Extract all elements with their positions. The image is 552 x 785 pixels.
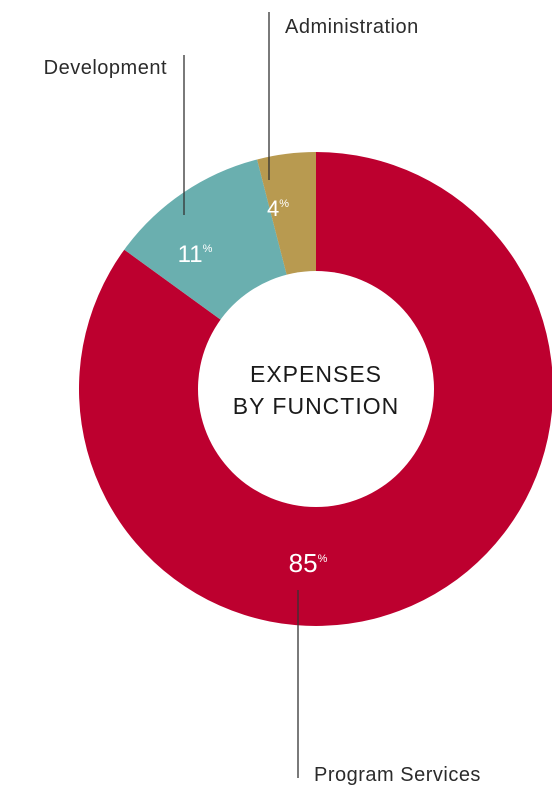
value-administration: 4 <box>267 196 279 221</box>
percent-sign-development: % <box>203 243 213 255</box>
value-development: 11 <box>178 241 203 268</box>
label-program-services: Program Services <box>314 764 481 785</box>
value-label-program-services: 85% <box>289 548 328 578</box>
label-administration: Administration <box>285 16 419 38</box>
value-program-services: 85 <box>289 548 318 578</box>
chart-title-line-1: EXPENSES <box>250 361 382 387</box>
value-label-administration: 4% <box>267 196 289 221</box>
chart-title-line-2: BY FUNCTION <box>233 393 399 419</box>
value-label-development: 11% <box>178 241 213 268</box>
label-development: Development <box>44 57 167 79</box>
percent-sign-program-services: % <box>318 553 328 565</box>
percent-sign-administration: % <box>279 198 289 210</box>
donut-hole <box>198 271 434 507</box>
